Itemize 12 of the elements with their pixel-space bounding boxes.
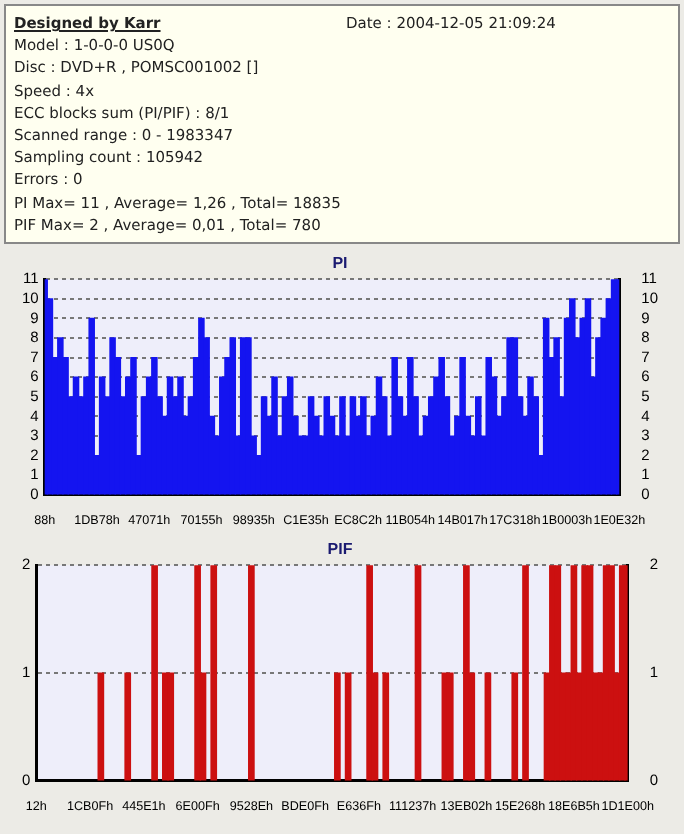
bar: [88, 317, 95, 495]
bar: [506, 337, 513, 495]
bar: [130, 357, 137, 495]
bar: [459, 357, 466, 495]
chart-title: PIF: [327, 540, 353, 559]
bar: [553, 337, 560, 495]
bar: [229, 337, 237, 495]
bar: [245, 337, 252, 495]
bar: [109, 337, 116, 495]
bar: [271, 376, 278, 495]
chart-title: PI: [332, 254, 348, 273]
bar: [438, 357, 445, 495]
